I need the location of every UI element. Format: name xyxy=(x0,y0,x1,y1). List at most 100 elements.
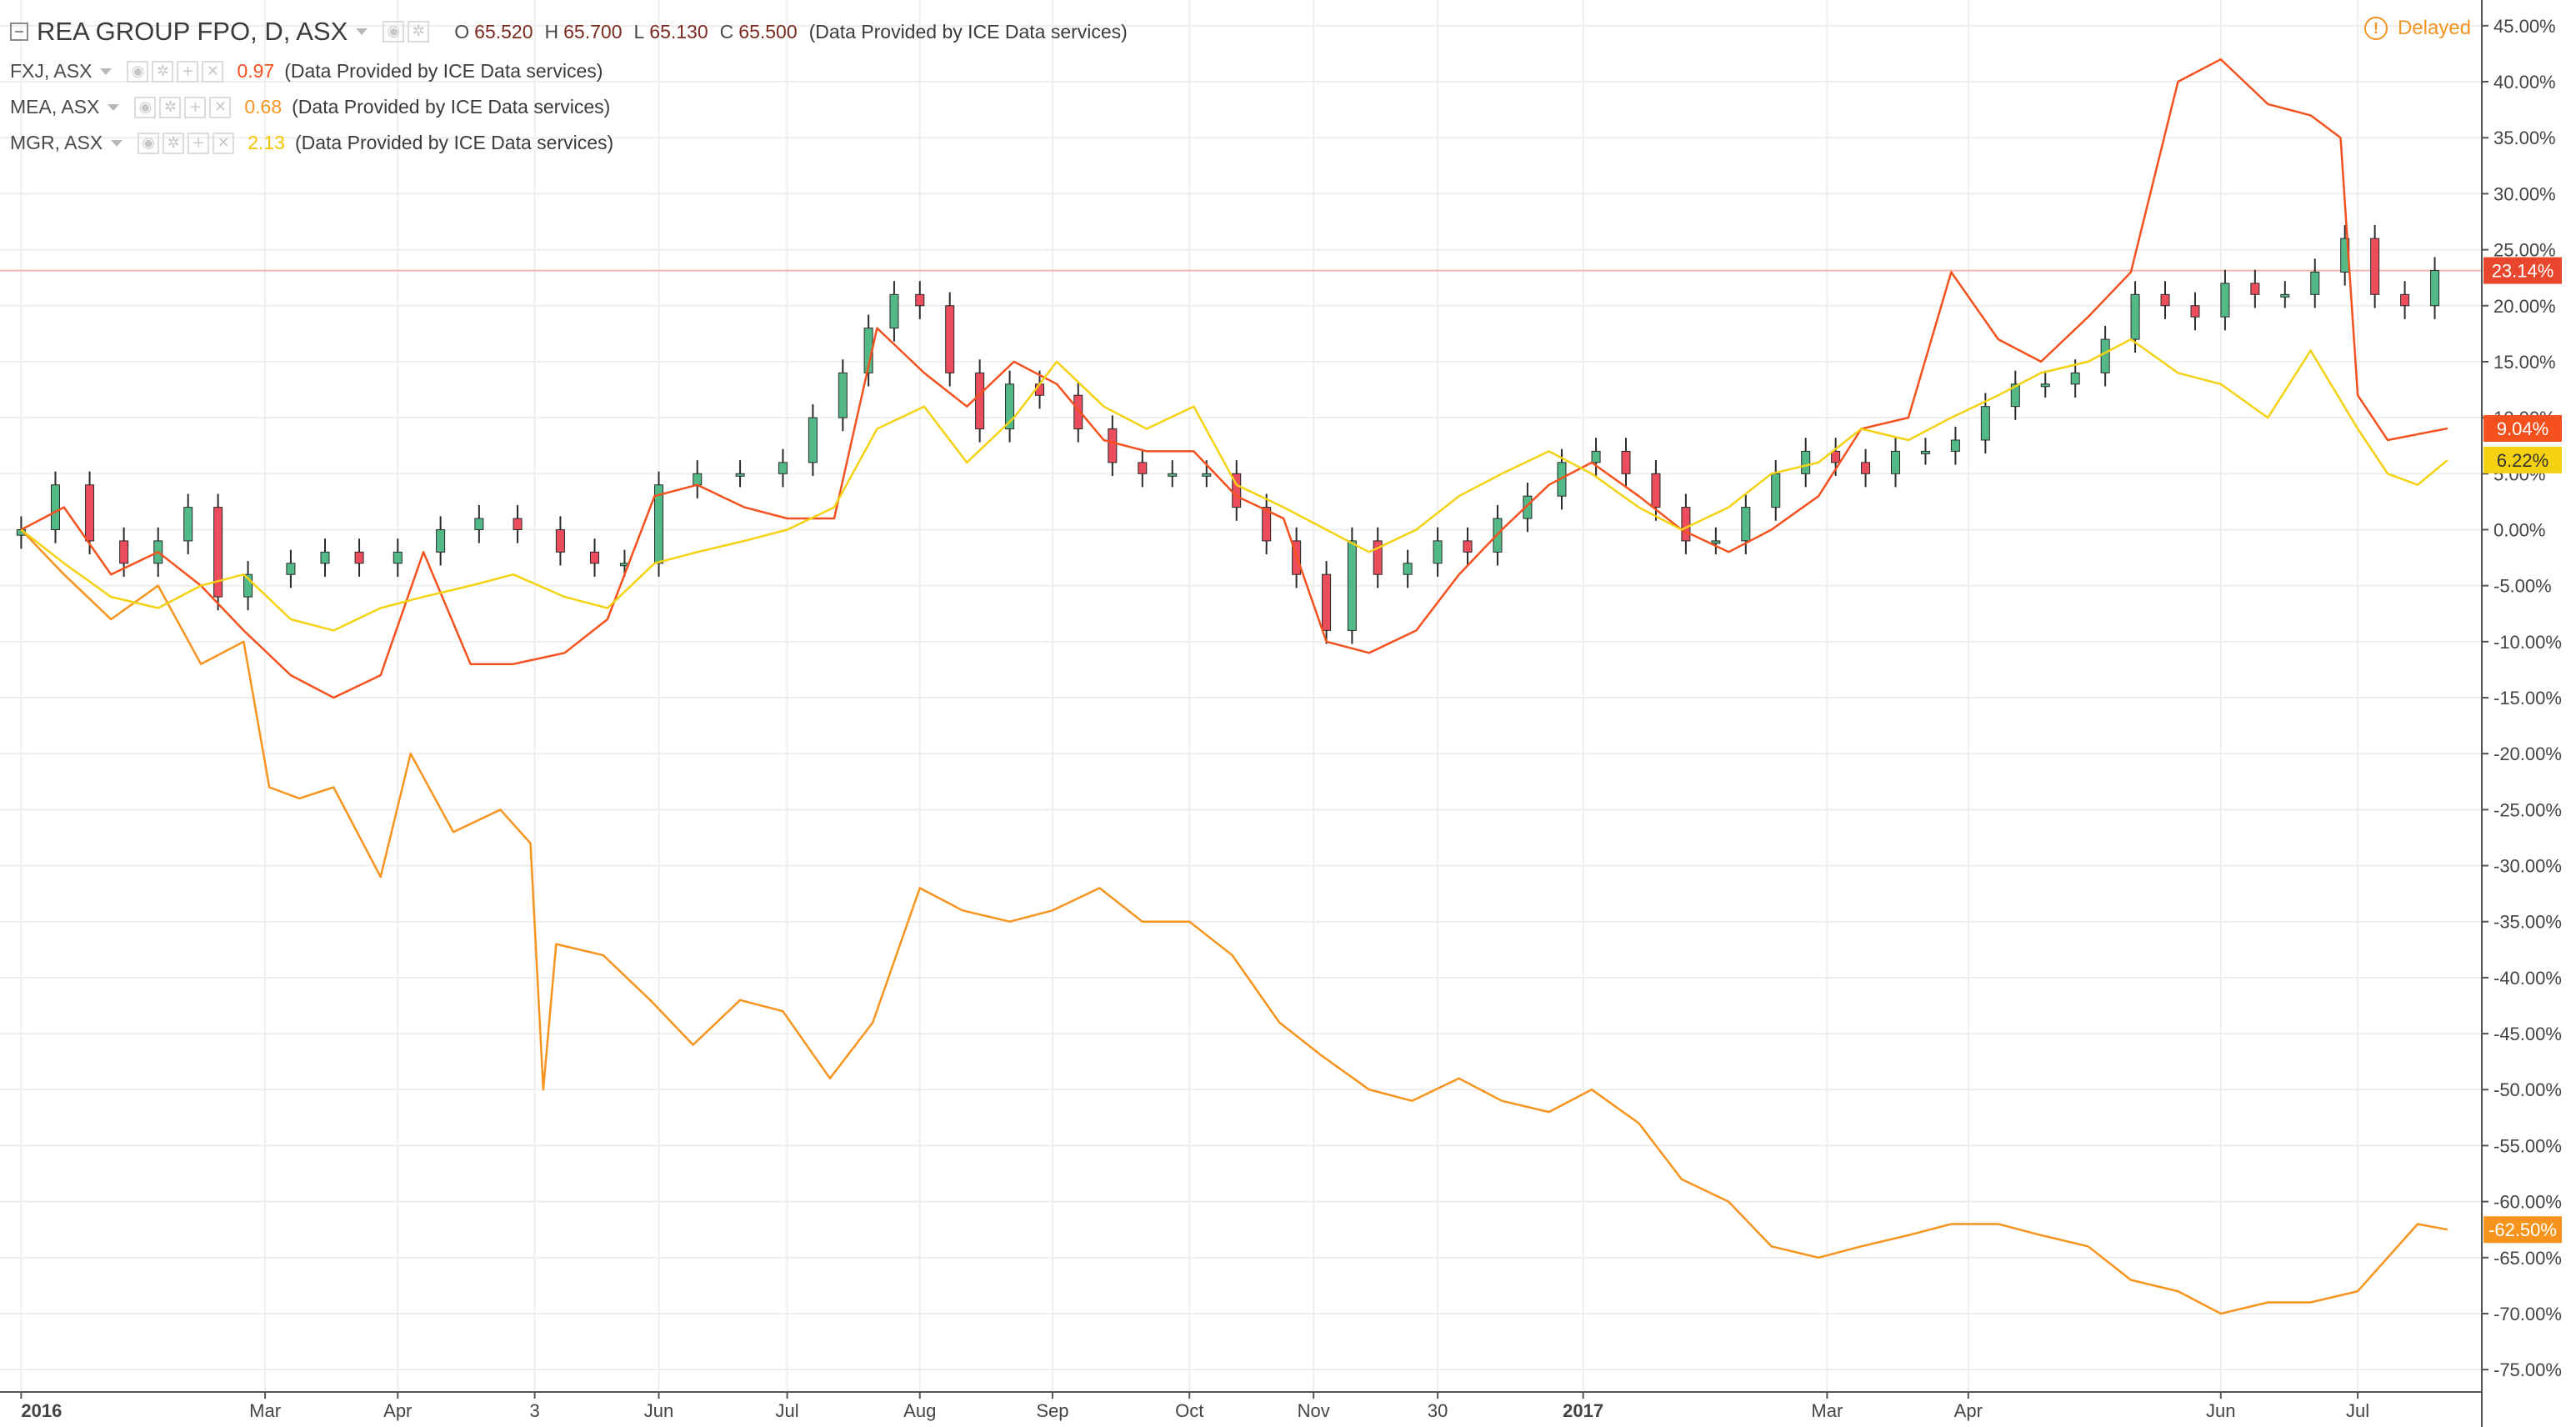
candle-body xyxy=(2370,238,2380,295)
candle-body xyxy=(1920,450,1930,454)
candle-body xyxy=(2280,293,2290,298)
price-axis-labels[interactable]: 45.00% 40.00% 35.00% 30.00% 25.00% 20.00% 15.0… xyxy=(2482,16,2562,1380)
y-tick-label: -55.00% xyxy=(2493,1135,2562,1156)
candle-body xyxy=(1262,507,1272,542)
y-tick-label: -65.00% xyxy=(2493,1248,2562,1269)
last-value-label: 23.14% xyxy=(2492,261,2554,282)
candle-body xyxy=(654,484,664,564)
candle-body xyxy=(2220,283,2230,318)
candle-body xyxy=(2190,305,2200,318)
candle-body xyxy=(1950,439,1960,452)
candle-body xyxy=(889,293,899,329)
ohlc-high-value: 65.700 xyxy=(563,20,623,43)
settings-icon[interactable]: ✲ xyxy=(159,96,182,118)
y-tick-label: 25.00% xyxy=(2493,240,2556,261)
settings-icon[interactable]: ✲ xyxy=(163,132,185,154)
candle-body xyxy=(286,563,296,575)
candle-body xyxy=(436,528,446,553)
close-icon[interactable]: ✕ xyxy=(209,96,232,118)
x-tick-label: Aug xyxy=(903,1400,936,1421)
add-icon[interactable]: + xyxy=(184,96,207,118)
y-tick-label: -75.00% xyxy=(2493,1359,2562,1380)
candle-body xyxy=(945,305,955,373)
candle-body xyxy=(1831,450,1841,463)
eye-icon[interactable]: ◉ xyxy=(134,96,157,118)
main-symbol-title[interactable]: REA GROUP FPO, D, ASX xyxy=(37,17,348,46)
chevron-down-icon[interactable] xyxy=(100,68,113,75)
compare-legend-mea: MEA, ASX ◉ ✲ + ✕ 0.68 (Data Provided by … xyxy=(10,96,610,118)
y-tick-label: 35.00% xyxy=(2493,128,2556,148)
last-value-label: 9.04% xyxy=(2497,418,2548,439)
candle-body xyxy=(119,540,129,564)
last-value-badge xyxy=(2483,446,2562,473)
eye-icon[interactable]: ◉ xyxy=(127,60,149,83)
candle-body xyxy=(1403,563,1413,575)
info-icon: ! xyxy=(2363,17,2388,40)
candle-body xyxy=(1138,462,1148,474)
compare-symbol[interactable]: FXJ, ASX xyxy=(10,60,93,82)
candle-body xyxy=(778,462,788,474)
candle-body xyxy=(85,484,95,542)
candle-body xyxy=(2100,338,2110,373)
y-tick-label: -35.00% xyxy=(2493,912,2562,933)
candle-body xyxy=(915,293,925,307)
candle-body xyxy=(1373,540,1383,575)
y-tick-label: -5.00% xyxy=(2493,576,2552,597)
ohlc-open-key: O xyxy=(454,20,470,43)
data-provider-note: (Data Provided by ICE Data services) xyxy=(292,96,611,118)
delayed-status[interactable]: ! Delayed xyxy=(2363,17,2471,40)
candle-body xyxy=(838,372,848,418)
candle-body xyxy=(393,551,403,564)
close-icon[interactable]: ✕ xyxy=(213,132,235,154)
candle-body xyxy=(2010,383,2020,408)
compare-legend-fxj: FXJ, ASX ◉ ✲ + ✕ 0.97 (Data Provided by … xyxy=(10,60,603,83)
y-tick-label: 45.00% xyxy=(2493,16,2556,37)
candle-body xyxy=(1741,507,1751,542)
candle-body xyxy=(2430,270,2440,307)
eye-icon[interactable]: ◉ xyxy=(138,132,160,154)
candle-body xyxy=(1591,450,1601,463)
candle-body xyxy=(1073,394,1083,430)
time-axis-labels[interactable]: 2016 Mar Apr 3 Jun Jul Aug Sep Oct Nov 30 2017 Mar Ap… xyxy=(20,1392,2369,1421)
legend-tools: ◉ ✲ + ✕ xyxy=(134,96,232,118)
close-icon[interactable]: ✕ xyxy=(202,60,224,83)
chevron-down-icon[interactable] xyxy=(356,28,368,35)
compare-symbol[interactable]: MGR, ASX xyxy=(10,132,103,153)
settings-icon[interactable]: ✲ xyxy=(408,21,430,43)
add-icon[interactable]: + xyxy=(188,132,210,154)
candle-body xyxy=(2070,372,2080,385)
compare-symbol[interactable]: MEA, ASX xyxy=(10,96,100,118)
data-provider-note: (Data Provided by ICE Data services) xyxy=(294,132,614,153)
candle-body xyxy=(2040,383,2050,388)
candle-body xyxy=(1980,406,1990,441)
line-series-mgr xyxy=(20,338,2448,632)
chevron-down-icon[interactable] xyxy=(108,103,120,111)
candle-body xyxy=(1463,540,1473,553)
candle-body xyxy=(1621,450,1631,474)
x-tick-label: 3 xyxy=(529,1400,539,1421)
ohlc-close-key: C xyxy=(719,20,734,43)
main-legend-tools: ◉ ✲ xyxy=(383,21,430,43)
last-value-label: 6.22% xyxy=(2497,450,2548,471)
candle-body xyxy=(2400,293,2410,307)
last-value-badge xyxy=(2483,257,2562,284)
candle-body xyxy=(1108,428,1118,463)
add-icon[interactable]: + xyxy=(177,60,199,83)
data-provider-note: (Data Provided by ICE Data services) xyxy=(284,60,603,82)
eye-icon[interactable]: ◉ xyxy=(383,21,405,43)
x-tick-label: Nov xyxy=(1298,1400,1330,1421)
collapse-icon[interactable] xyxy=(10,23,28,41)
candle-body xyxy=(693,473,703,486)
chevron-down-icon[interactable] xyxy=(111,139,123,147)
y-tick-label: 40.00% xyxy=(2493,72,2556,93)
y-tick-label: 30.00% xyxy=(2493,183,2556,204)
y-tick-label: -30.00% xyxy=(2493,856,2562,877)
candle-body xyxy=(1005,383,1015,430)
y-tick-label: -60.00% xyxy=(2493,1192,2562,1213)
candle-body xyxy=(243,573,253,598)
settings-icon[interactable]: ✲ xyxy=(152,60,174,83)
x-tick-label: Jul xyxy=(2346,1400,2369,1421)
last-value-badge xyxy=(2483,1216,2562,1244)
candle-body xyxy=(2160,293,2170,307)
